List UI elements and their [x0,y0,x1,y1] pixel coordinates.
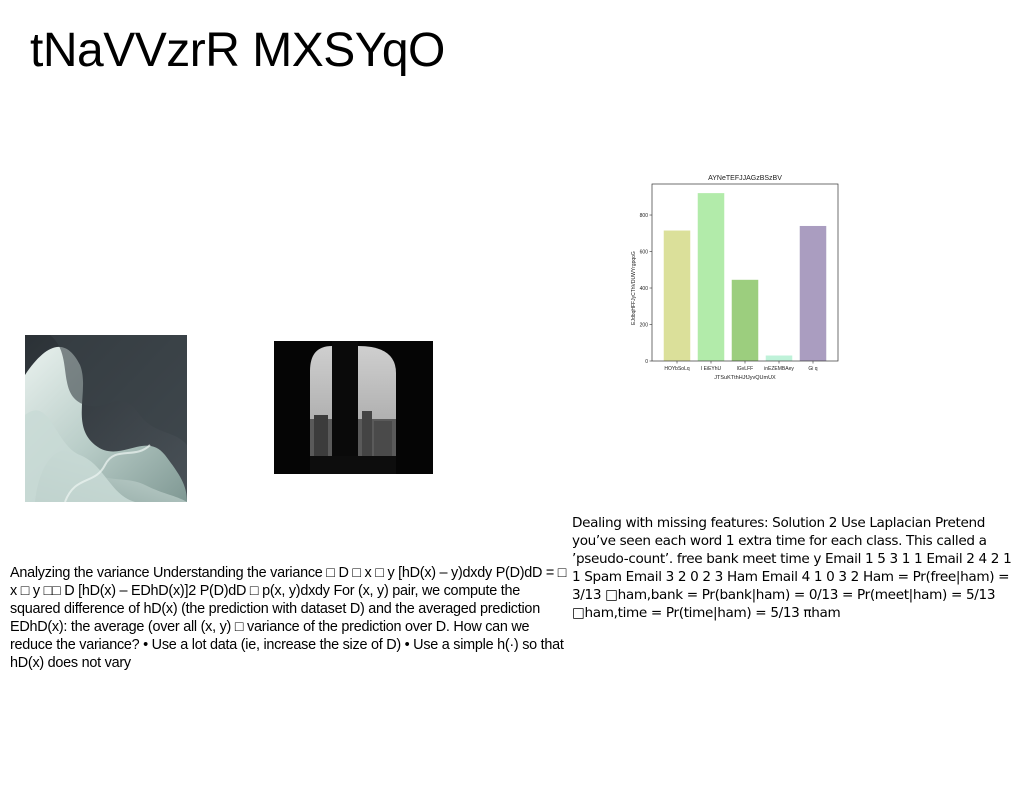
chart-x-tick-label-0: HOYbSoLq [664,366,690,372]
chart-plot-frame [651,183,839,362]
chart-x-tick-label-3: inEZEMBAey [764,366,794,372]
laplacian-text-block: Dealing with missing features: Solution … [572,515,1012,621]
chart-y-tick-label-1: 200 [640,322,649,328]
parliament-window-image [274,341,433,474]
chart-title: AYNeTEFJJAGzBSzBV [708,175,782,182]
chart-x-tick-label-1: I EiEYhU [701,366,722,372]
chart-x-tick-label-4: Gi q [808,366,817,372]
chart-bar-0 [663,230,691,361]
chart-bar-4 [799,225,827,361]
chart-x-axis-label: JTSuKTthHJfJyvQUmUX [714,375,776,381]
variance-text-block: Analyzing the variance Understanding the… [10,565,567,671]
chart-bar-3 [765,355,793,361]
chart-y-tick-label-4: 800 [640,213,649,219]
window-view-graphic [274,341,433,474]
chart-y-axis-label: EJdbqHFFJyCThVDUWYrgpqoG [631,251,637,325]
chart-bar-1 [697,193,725,361]
slide-title: tNaVVzrR MXSYqO [30,24,445,77]
bar-chart-svg: AYNeTEFJJAGzBSzBV EJdbqHFFJyCThVDUWYrgpq… [631,175,839,381]
chart-ticks-group: HOYbSoLq I EiEYhU lGvLFF inEZEMBAey Gi q 0 200… [640,213,818,372]
chart-y-tick-label-0: 0 [645,359,648,365]
chart-y-tick-label-3: 600 [640,249,649,255]
chart-bar-2 [731,279,759,361]
bar-chart: AYNeTEFJJAGzBSzBV EJdbqHFFJyCThVDUWYrgpq… [624,168,854,386]
abstract-wave-image [25,335,187,502]
chart-bars-group [663,193,827,361]
abstract-wave-graphic [25,335,187,502]
chart-y-tick-label-2: 400 [640,286,649,292]
chart-x-tick-label-2: lGvLFF [737,366,753,372]
